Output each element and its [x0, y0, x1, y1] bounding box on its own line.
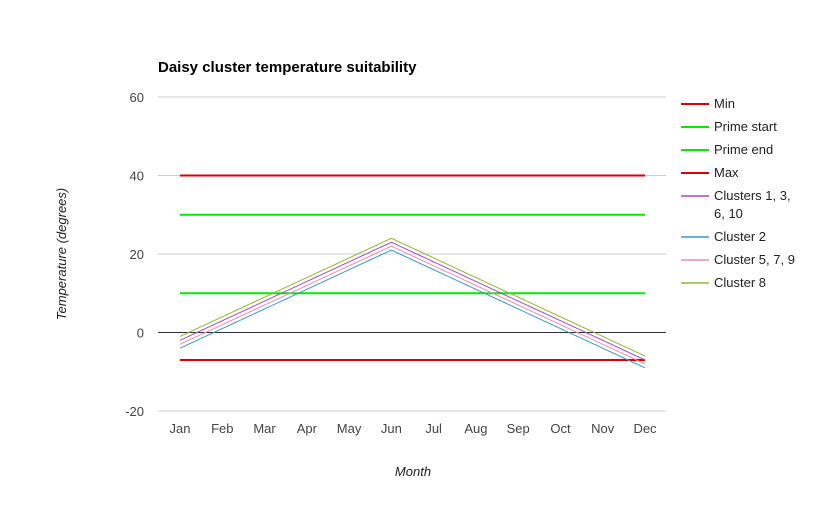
x-tick-label: Jan — [170, 421, 191, 436]
x-tick-label: May — [337, 421, 362, 436]
legend-label: Max — [714, 165, 739, 180]
chart-title: Daisy cluster temperature suitability — [158, 59, 417, 76]
x-tick-label: Feb — [211, 421, 233, 436]
series-line-4 — [179, 241, 646, 361]
x-axis-label: Month — [395, 464, 431, 479]
series-line-7 — [179, 237, 646, 357]
x-tick-label: Dec — [633, 421, 657, 436]
legend-label: Prime end — [714, 142, 773, 157]
legend-label: Cluster 2 — [714, 229, 766, 244]
y-tick-label: 60 — [130, 90, 144, 105]
x-tick-label: Nov — [591, 421, 615, 436]
legend: Min Prime start Prime end Max Clusters 1, 3,… — [681, 96, 795, 290]
series-lines — [179, 174, 646, 369]
x-tick-label: Jun — [381, 421, 402, 436]
x-tick-label: Oct — [550, 421, 571, 436]
y-tick-label: -20 — [125, 404, 144, 419]
y-axis-label: Temperature (degrees) — [54, 188, 69, 320]
series-line-5 — [179, 249, 646, 369]
legend-label: Clusters 1, 3, 6, 10 — [714, 188, 791, 221]
y-tick-label: 20 — [130, 247, 144, 262]
x-tick-label: Apr — [297, 421, 318, 436]
y-tick-label: 40 — [130, 169, 144, 184]
x-tick-label: Aug — [464, 421, 487, 436]
x-tick-label: Mar — [253, 421, 276, 436]
gridlines — [158, 96, 666, 412]
series-line-6 — [179, 245, 646, 365]
y-tick-label: 0 — [137, 326, 144, 341]
x-axis-ticks: Jan Feb Mar Apr May Jun Jul Aug Sep Oct Nov Dec — [170, 421, 658, 436]
legend-label: Cluster 5, 7, 9 — [714, 252, 795, 267]
x-tick-label: Sep — [507, 421, 530, 436]
x-tick-label: Jul — [425, 421, 442, 436]
y-axis-ticks: -20 0 20 40 60 — [125, 90, 144, 419]
legend-label: Cluster 8 — [714, 275, 766, 290]
legend-label: Min — [714, 96, 735, 111]
legend-label: Prime start — [714, 119, 777, 134]
